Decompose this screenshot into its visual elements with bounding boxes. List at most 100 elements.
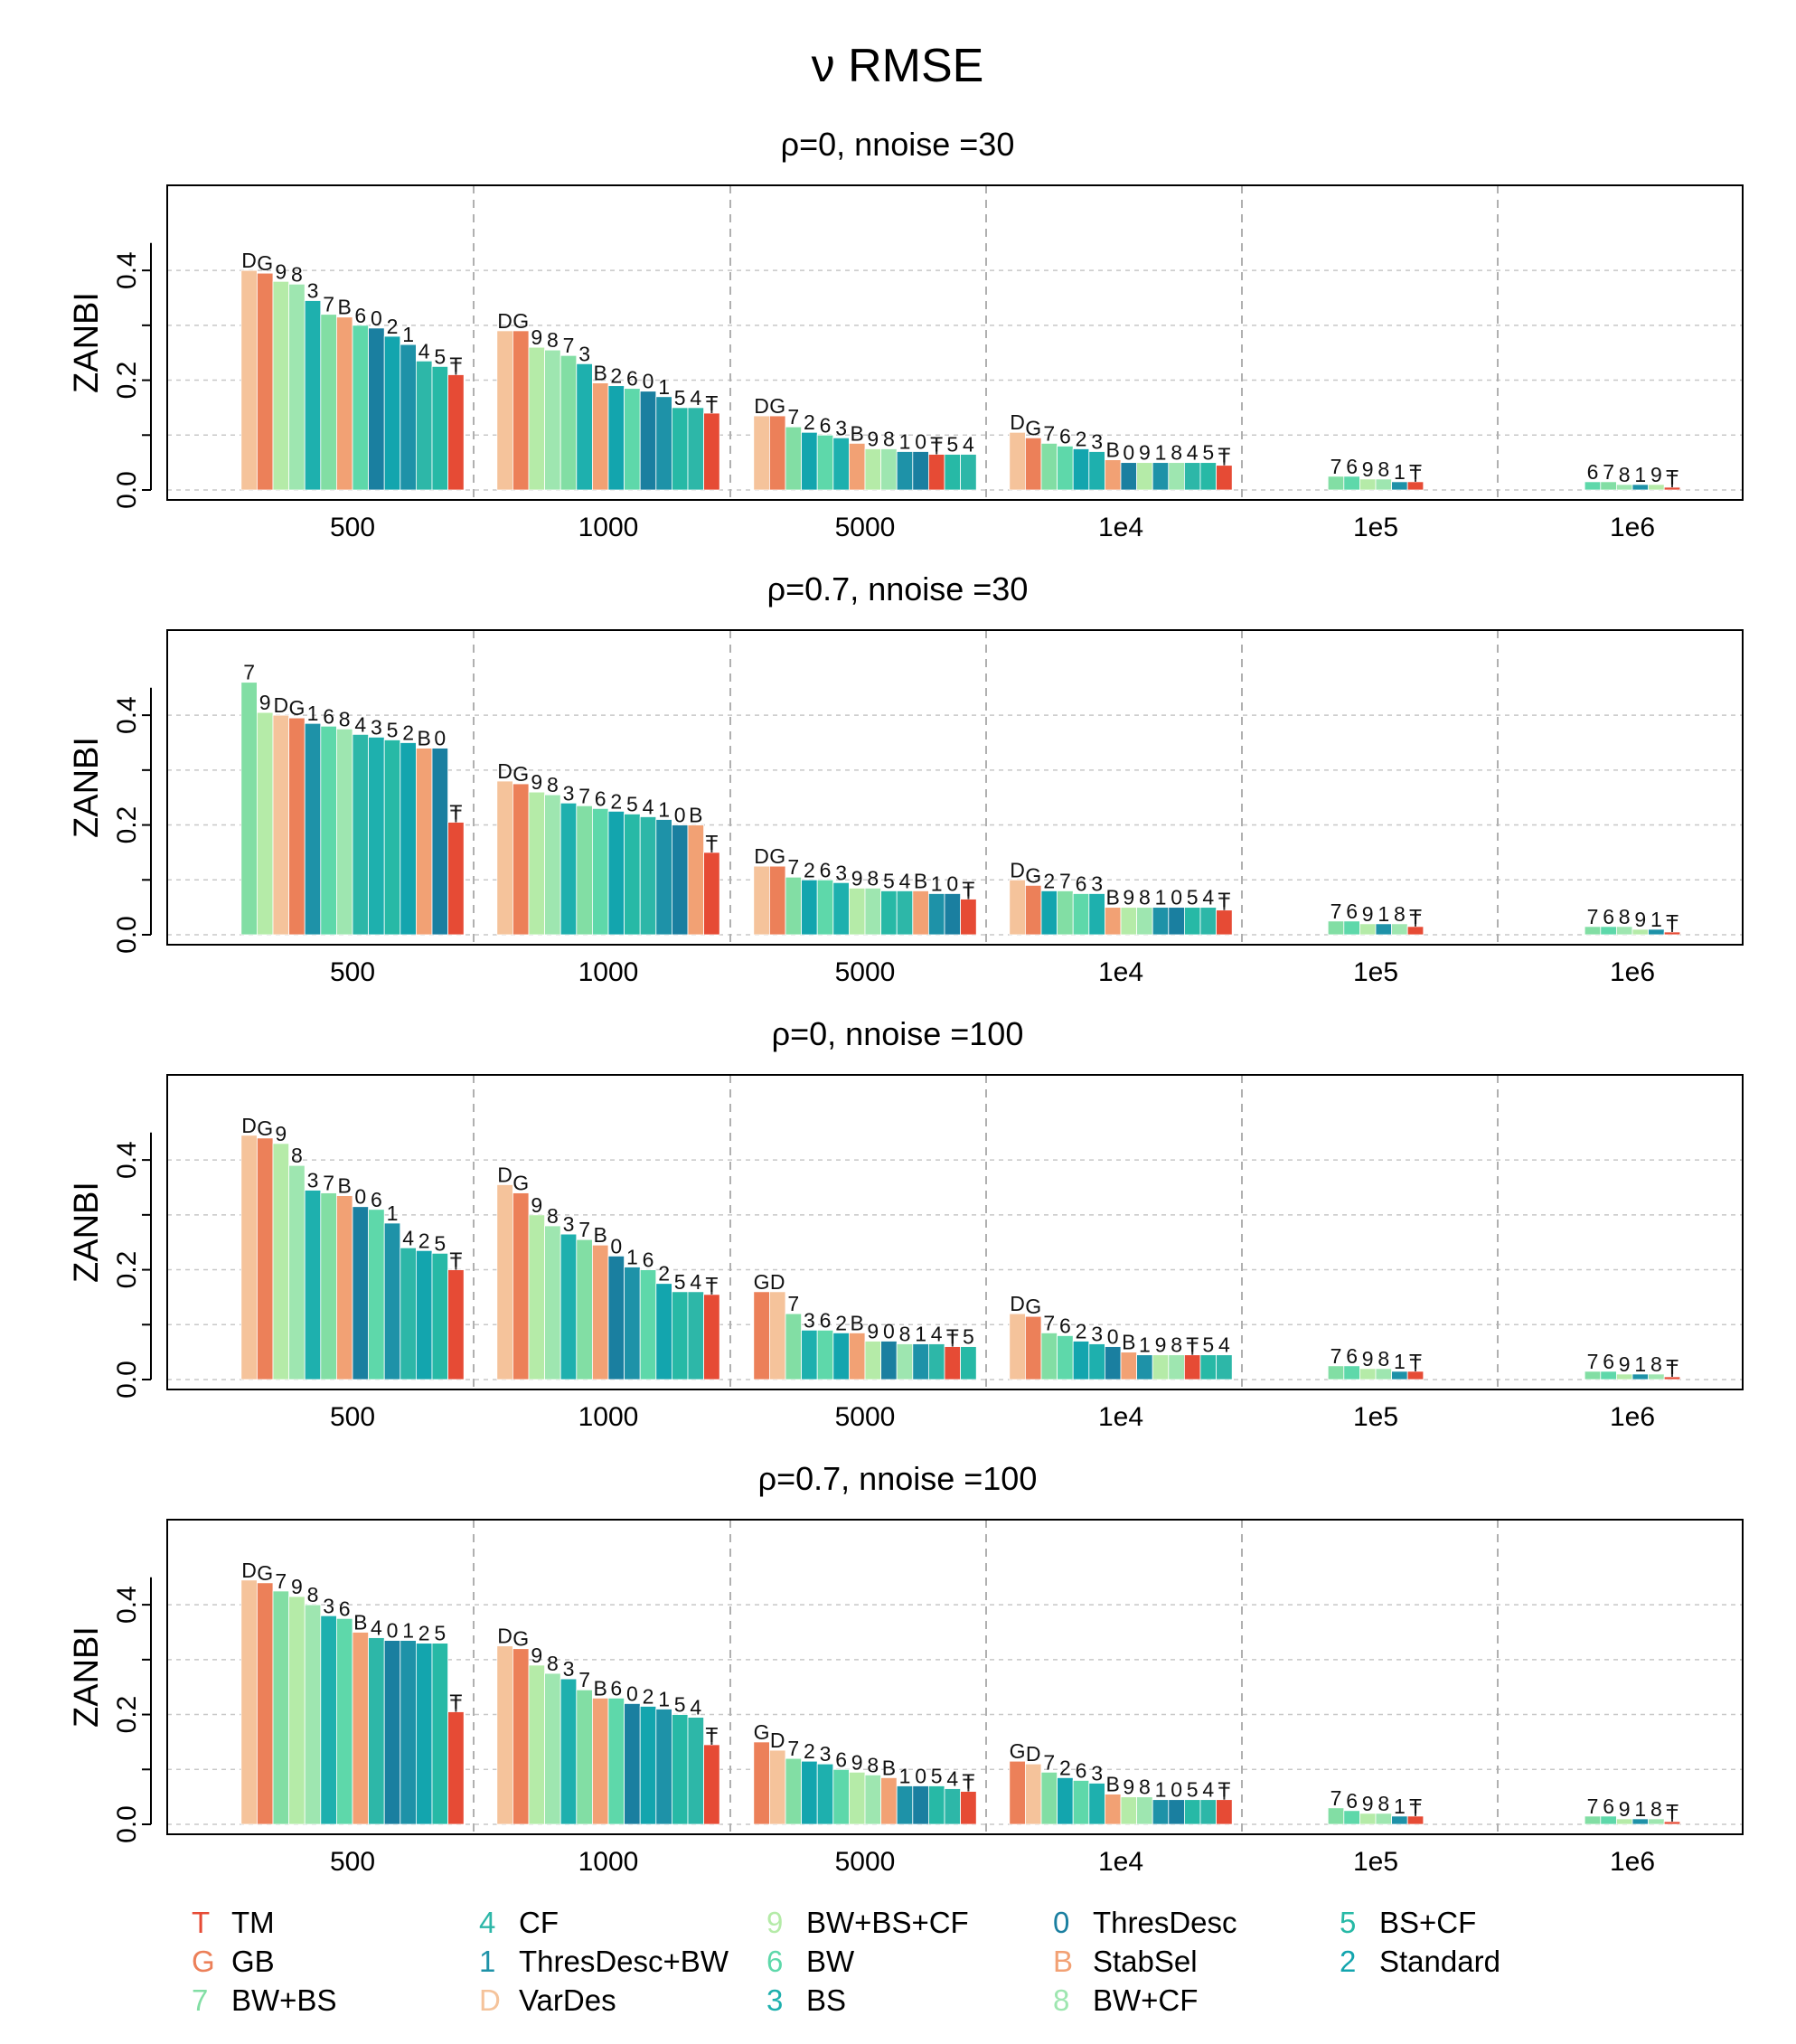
- bar-label: T: [705, 1723, 718, 1747]
- bar-label: T: [1218, 444, 1230, 467]
- bar-thresdesc-bw: [1152, 1799, 1170, 1825]
- bar-stabsel: [849, 1332, 866, 1380]
- bar-label: 0: [915, 1764, 926, 1787]
- bar-cf: [352, 733, 370, 936]
- bar-label: 7: [578, 784, 590, 807]
- bar-cf: [639, 816, 657, 936]
- y-axis-label: ZANBI: [68, 292, 106, 393]
- x-tick-label: 1e5: [1353, 1402, 1398, 1432]
- bar-bw-cf: [288, 1164, 306, 1380]
- bar-stabsel: [849, 442, 866, 491]
- bar-label: D: [754, 844, 769, 868]
- bar-label: 6: [595, 787, 607, 810]
- bar-label: 8: [899, 1323, 911, 1346]
- bar-label: 2: [1059, 1756, 1071, 1779]
- bar-tm: [703, 1294, 720, 1380]
- bar-label: 0: [1123, 441, 1134, 465]
- bar-vardes: [240, 1135, 258, 1380]
- bar-bw-bs-cf: [256, 711, 274, 936]
- bar-gb: [1025, 884, 1042, 936]
- bar-label: 9: [1634, 908, 1646, 931]
- bar-bs: [368, 737, 385, 936]
- legend-label: BS: [806, 1983, 846, 2017]
- bar-vardes: [769, 1291, 786, 1380]
- bar-cf: [928, 1343, 945, 1380]
- bar-label: 1: [1155, 886, 1167, 909]
- bar-gb: [512, 1192, 530, 1380]
- bar-label: 4: [418, 339, 430, 363]
- bar-bw-bs-cf: [849, 1771, 866, 1825]
- bar-label: B: [1122, 1331, 1135, 1354]
- bar-vardes: [272, 714, 290, 936]
- bar-label: 2: [1043, 869, 1055, 892]
- bar-label: 7: [787, 405, 799, 429]
- legend-label: BW+BS: [231, 1983, 336, 2017]
- bar-bs-cf: [431, 365, 449, 491]
- bar-label: 8: [547, 328, 559, 352]
- bar-bs: [832, 881, 850, 936]
- panel-title: ρ=0, nnoise =100: [772, 1015, 1024, 1052]
- legend-code: 6: [766, 1945, 783, 1978]
- legend-label: GB: [231, 1945, 275, 1978]
- bar-bw-cf: [1168, 462, 1185, 491]
- y-tick-label: 0.0: [112, 1805, 142, 1843]
- bar-standard: [1040, 890, 1058, 936]
- bar-bs-cf: [944, 454, 962, 491]
- bar-label: 5: [434, 344, 446, 368]
- bar-label: G: [1025, 1295, 1041, 1318]
- bar-thresdesc: [607, 1255, 625, 1380]
- bar-thresdesc: [1105, 1346, 1122, 1380]
- bar-label: 3: [1091, 429, 1103, 453]
- bar-label: 2: [804, 858, 815, 881]
- bar-label: T: [930, 433, 943, 457]
- bar-thresdesc: [1120, 462, 1138, 491]
- bar-label: B: [914, 869, 927, 892]
- bar-bw-bs: [1040, 442, 1058, 491]
- bar-label: 1: [1394, 1794, 1406, 1818]
- bar-label: B: [1106, 1773, 1120, 1796]
- bar-bw: [624, 388, 641, 491]
- bar-tm: [944, 1346, 962, 1380]
- bar-label: T: [1409, 1350, 1422, 1373]
- bar-bw: [1072, 1780, 1090, 1825]
- bar-label: 3: [563, 781, 575, 805]
- bar-label: 8: [1139, 886, 1151, 909]
- bar-thresdesc-bw: [383, 1222, 401, 1380]
- bar-label: 9: [1123, 1776, 1134, 1799]
- bar-tm: [447, 822, 465, 936]
- bar-bw-bs: [272, 1590, 290, 1825]
- bar-label: T: [962, 1770, 974, 1794]
- bar-label: 6: [1587, 460, 1599, 484]
- bar-label: 6: [820, 858, 832, 881]
- bar-label: 8: [307, 1583, 319, 1606]
- bar-label: 0: [371, 306, 382, 330]
- bar-bs: [1088, 1343, 1105, 1380]
- bar-stabsel: [335, 1195, 353, 1380]
- bar-label: 9: [867, 427, 879, 450]
- bar-label: D: [1010, 1292, 1025, 1315]
- bar-label: 1: [1634, 1797, 1646, 1821]
- bar-label: 9: [1362, 457, 1374, 481]
- bar-bs-cf: [431, 1252, 449, 1380]
- x-tick-label: 5000: [835, 1402, 896, 1432]
- bar-label: B: [851, 1311, 864, 1334]
- bar-thresdesc-bw: [304, 722, 322, 936]
- x-tick-label: 500: [330, 957, 375, 987]
- bar-gb: [769, 415, 786, 491]
- bar-cf: [896, 890, 914, 936]
- bar-standard: [607, 385, 625, 491]
- bar-thresdesc-bw: [928, 893, 945, 936]
- bar-standard: [639, 1706, 657, 1825]
- bar-label: 7: [1043, 1311, 1055, 1334]
- y-tick-label: 0.4: [112, 251, 142, 289]
- legend-code: 8: [1053, 1983, 1069, 2017]
- x-tick-label: 1000: [578, 957, 639, 987]
- bar-label: 7: [1331, 1344, 1342, 1368]
- bar-gb: [512, 783, 530, 936]
- bar-label: T: [705, 831, 718, 854]
- bar-label: T: [449, 353, 462, 376]
- bar-thresdesc: [352, 1206, 370, 1380]
- bar-label: 9: [531, 770, 542, 794]
- bar-bw-cf: [880, 448, 898, 491]
- bar-label: D: [497, 759, 512, 783]
